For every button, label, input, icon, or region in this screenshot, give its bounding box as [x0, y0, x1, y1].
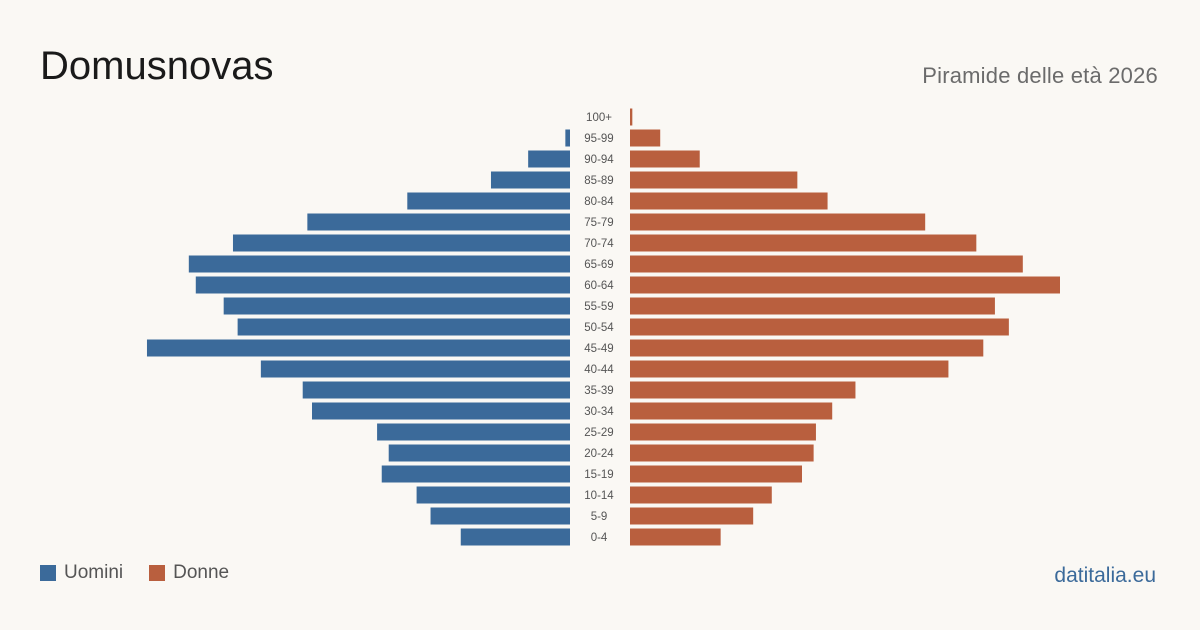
age-label-70-74: 70-74: [584, 238, 614, 250]
bar-women-0-4: [630, 528, 721, 546]
age-label-0-4: 0-4: [591, 532, 608, 544]
bar-women-20-24: [630, 444, 814, 462]
bar-women-10-14: [630, 486, 772, 504]
bar-women-5-9: [630, 507, 754, 525]
bar-women-85-89: [630, 171, 798, 189]
age-label-90-94: 90-94: [584, 154, 614, 166]
bar-women-35-39: [630, 381, 856, 399]
brand-link[interactable]: datitalia.eu: [1054, 564, 1156, 587]
legend-swatch-men: [40, 565, 56, 581]
bar-women-90-94: [630, 150, 700, 168]
bar-women-25-29: [630, 423, 816, 441]
bar-men-70-74: [232, 234, 571, 252]
age-label-50-54: 50-54: [584, 322, 614, 334]
age-label-95-99: 95-99: [584, 133, 613, 145]
legend-label-women: Donne: [173, 562, 230, 583]
bar-women-45-49: [630, 339, 984, 357]
bar-women-75-79: [630, 213, 926, 231]
age-label-55-59: 55-59: [584, 301, 613, 313]
bar-men-80-84: [407, 192, 570, 210]
legend-item-men: Uomini: [40, 562, 123, 584]
age-label-45-49: 45-49: [584, 343, 613, 355]
chart-title: Domusnovas: [40, 44, 274, 88]
bar-men-50-54: [237, 318, 570, 336]
bar-men-15-19: [381, 465, 570, 483]
bar-women-55-59: [630, 297, 995, 315]
age-label-20-24: 20-24: [584, 448, 614, 460]
bar-women-70-74: [630, 234, 977, 252]
bar-women-15-19: [630, 465, 802, 483]
bar-men-85-89: [490, 171, 570, 189]
age-label-100+: 100+: [586, 112, 612, 124]
bar-men-0-4: [460, 528, 570, 546]
chart-legend: Uomini Donne: [40, 562, 229, 584]
bar-men-20-24: [388, 444, 570, 462]
age-label-5-9: 5-9: [591, 511, 608, 523]
legend-item-women: Donne: [149, 562, 229, 584]
age-label-80-84: 80-84: [584, 196, 614, 208]
age-label-30-34: 30-34: [584, 406, 614, 418]
age-label-75-79: 75-79: [584, 217, 613, 229]
bar-men-65-69: [188, 255, 571, 273]
bar-men-75-79: [307, 213, 570, 231]
bar-men-95-99: [565, 129, 570, 147]
bar-men-30-34: [312, 402, 570, 420]
age-label-40-44: 40-44: [584, 364, 614, 376]
bar-women-100+: [630, 108, 633, 126]
bar-men-5-9: [430, 507, 570, 525]
bar-women-80-84: [630, 192, 828, 210]
age-label-25-29: 25-29: [584, 427, 613, 439]
bar-women-50-54: [630, 318, 1009, 336]
bar-men-35-39: [302, 381, 570, 399]
age-label-35-39: 35-39: [584, 385, 613, 397]
legend-label-men: Uomini: [64, 562, 124, 583]
bar-men-60-64: [195, 276, 570, 294]
bar-women-60-64: [630, 276, 1060, 294]
chart-subtitle: Piramide delle età 2026: [922, 63, 1158, 88]
age-label-15-19: 15-19: [584, 469, 613, 481]
bar-men-10-14: [416, 486, 570, 504]
age-label-85-89: 85-89: [584, 175, 613, 187]
bar-men-40-44: [260, 360, 570, 378]
bar-women-65-69: [630, 255, 1023, 273]
bar-women-40-44: [630, 360, 949, 378]
legend-swatch-women: [149, 565, 166, 581]
bar-women-30-34: [630, 402, 833, 420]
bar-men-55-59: [223, 297, 571, 315]
age-label-60-64: 60-64: [584, 280, 614, 292]
bar-men-25-29: [377, 423, 570, 441]
age-label-65-69: 65-69: [584, 259, 613, 271]
bar-men-45-49: [146, 339, 571, 357]
bar-men-90-94: [528, 150, 570, 168]
age-label-10-14: 10-14: [584, 490, 614, 502]
bar-women-95-99: [630, 129, 661, 147]
